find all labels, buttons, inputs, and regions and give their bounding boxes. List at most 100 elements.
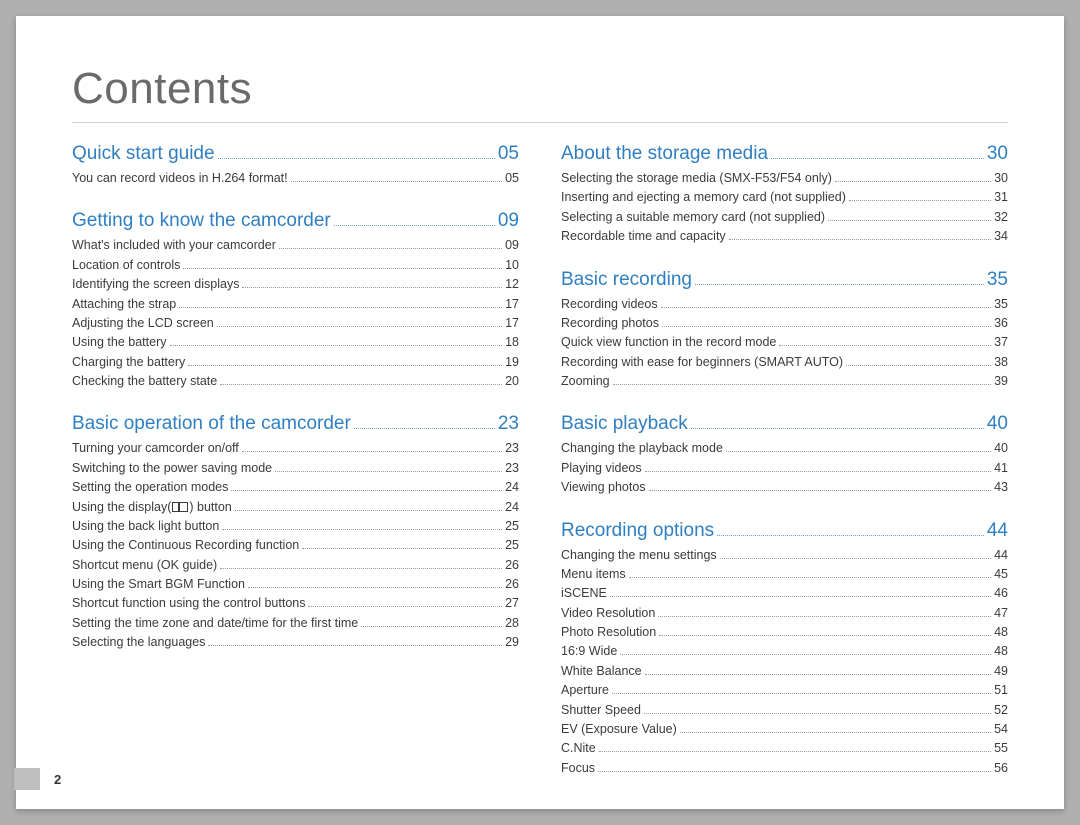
toc-item[interactable]: Shutter Speed52 [561,701,1008,720]
toc-item-page: 40 [994,439,1008,458]
toc-item[interactable]: Recording photos 36 [561,314,1008,333]
leader-dots [354,428,495,429]
toc-section-title: Basic operation of the camcorder [72,413,351,435]
toc-item[interactable]: Using the display() button24 [72,498,519,517]
toc-item-page: 17 [505,295,519,314]
toc-item[interactable]: C.Nite55 [561,739,1008,758]
toc-item[interactable]: Changing the menu settings44 [561,546,1008,565]
toc-item[interactable]: Charging the battery19 [72,353,519,372]
leader-dots [720,558,991,559]
toc-item[interactable]: Inserting and ejecting a memory card (no… [561,188,1008,207]
toc-item[interactable]: Aperture51 [561,681,1008,700]
toc-item-label: Switching to the power saving mode [72,459,272,478]
toc-item-label: Focus [561,759,595,778]
toc-item[interactable]: Selecting the storage media (SMX-F53/F54… [561,169,1008,188]
toc-item-page: 36 [994,314,1008,333]
toc-item-label: Checking the battery state [72,372,217,391]
leader-dots [218,158,495,159]
toc-item-page: 29 [505,633,519,652]
toc-section-head[interactable]: Basic operation of the camcorder23 [72,413,519,435]
toc-item[interactable]: Adjusting the LCD screen17 [72,314,519,333]
leader-dots [302,548,502,549]
toc-item[interactable]: Using the battery 18 [72,333,519,352]
toc-item-page: 48 [994,642,1008,661]
leader-dots [726,451,991,452]
leader-dots [661,307,992,308]
toc-item[interactable]: What's included with your camcorder09 [72,236,519,255]
toc-item[interactable]: iSCENE46 [561,584,1008,603]
toc-item-page: 54 [994,720,1008,739]
toc-item[interactable]: Setting the time zone and date/time for … [72,614,519,633]
leader-dots [644,713,991,714]
toc-item[interactable]: Playing videos41 [561,459,1008,478]
toc-item[interactable]: Menu items45 [561,565,1008,584]
toc-item[interactable]: Switching to the power saving mode23 [72,459,519,478]
toc-item[interactable]: Location of controls10 [72,256,519,275]
toc-item[interactable]: Selecting a suitable memory card (not su… [561,208,1008,227]
toc-item[interactable]: Checking the battery state20 [72,372,519,391]
toc-item[interactable]: Changing the playback mode40 [561,439,1008,458]
toc-section-head[interactable]: Quick start guide05 [72,143,519,165]
toc-item[interactable]: Shortcut menu (OK guide)26 [72,556,519,575]
leader-dots [846,365,991,366]
toc-item[interactable]: Photo Resolution48 [561,623,1008,642]
leader-dots [361,626,502,627]
toc-item[interactable]: Using the back light button25 [72,517,519,536]
leader-dots [248,587,502,588]
leader-dots [771,158,984,159]
toc-item-page: 44 [994,546,1008,565]
toc-item-label: Recordable time and capacity [561,227,726,246]
toc-item[interactable]: Recordable time and capacity34 [561,227,1008,246]
toc-item[interactable]: Focus56 [561,759,1008,778]
toc-item[interactable]: You can record videos in H.264 format!05 [72,169,519,188]
toc-item-label: Recording photos [561,314,659,333]
toc-item[interactable]: Shortcut function using the control butt… [72,594,519,613]
leader-dots [222,529,502,530]
toc-item[interactable]: White Balance49 [561,662,1008,681]
toc-column: Quick start guide05 You can record videos… [72,143,519,800]
toc-item[interactable]: Recording videos35 [561,295,1008,314]
toc-item[interactable]: Setting the operation modes24 [72,478,519,497]
toc-item[interactable]: Attaching the strap 17 [72,295,519,314]
toc-item-page: 31 [994,188,1008,207]
toc-item-label: Selecting the storage media (SMX-F53/F54… [561,169,832,188]
leader-dots [828,220,991,221]
toc-item-label: Attaching the strap [72,295,176,314]
toc-item[interactable]: 16:9 Wide 48 [561,642,1008,661]
toc-item[interactable]: Selecting the languages 29 [72,633,519,652]
toc-item[interactable]: Zooming39 [561,372,1008,391]
leader-dots [695,284,984,285]
toc-item-label: What's included with your camcorder [72,236,276,255]
leader-dots [188,365,502,366]
toc-item-label: Using the battery [72,333,167,352]
toc-section-head[interactable]: Recording options44 [561,520,1008,542]
toc-item-label: Inserting and ejecting a memory card (no… [561,188,846,207]
leader-dots [779,345,991,346]
toc-item[interactable]: Viewing photos43 [561,478,1008,497]
toc-section-head[interactable]: Basic recording35 [561,269,1008,291]
toc-item-label: White Balance [561,662,642,681]
toc-item[interactable]: Using the Continuous Recording function2… [72,536,519,555]
toc-section-head[interactable]: About the storage media30 [561,143,1008,165]
leader-dots [208,645,502,646]
toc-item-page: 18 [505,333,519,352]
toc-item[interactable]: Video Resolution47 [561,604,1008,623]
toc-item[interactable]: Using the Smart BGM Function26 [72,575,519,594]
toc-item[interactable]: Quick view function in the record mode37 [561,333,1008,352]
toc-item[interactable]: Identifying the screen displays12 [72,275,519,294]
leader-dots [658,616,991,617]
leader-dots [235,510,502,511]
toc-item[interactable]: Turning your camcorder on/off23 [72,439,519,458]
toc-columns: Quick start guide05 You can record videos… [72,143,1008,800]
toc-item-label: 16:9 Wide [561,642,617,661]
toc-section-title: Recording options [561,520,714,542]
toc-section-head[interactable]: Getting to know the camcorder09 [72,210,519,232]
leader-dots [220,568,502,569]
leader-dots [645,674,991,675]
toc-item-label: Selecting the languages [72,633,205,652]
toc-item[interactable]: EV (Exposure Value)54 [561,720,1008,739]
toc-section-head[interactable]: Basic playback40 [561,413,1008,435]
toc-section-title: Getting to know the camcorder [72,210,331,232]
toc-item-label: Charging the battery [72,353,185,372]
toc-item[interactable]: Recording with ease for beginners (SMART… [561,353,1008,372]
